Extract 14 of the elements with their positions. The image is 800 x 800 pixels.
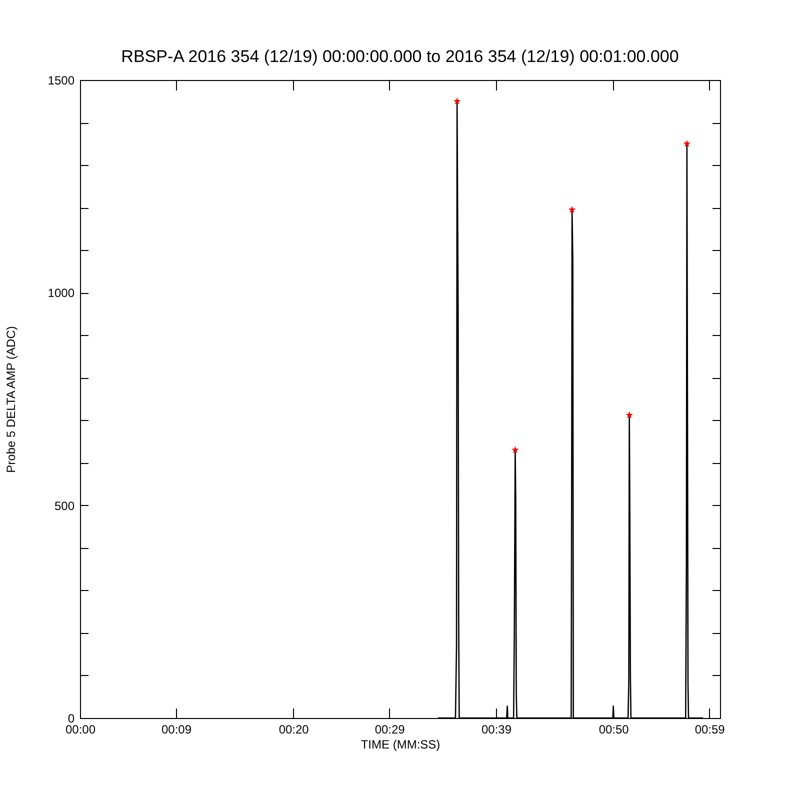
y-axis-title: Probe 5 DELTA AMP (ADC) bbox=[4, 326, 18, 473]
x-tick-label: 00:09 bbox=[161, 722, 192, 736]
y-tick-label: 0 bbox=[68, 712, 75, 726]
x-tick-label: 00:00 bbox=[65, 722, 96, 736]
x-tick-label: 00:50 bbox=[598, 722, 630, 736]
x-axis-title: TIME (MM:SS) bbox=[360, 738, 440, 752]
x-tick-label: 00:29 bbox=[374, 722, 406, 736]
x-tick-label: 00:20 bbox=[278, 722, 310, 736]
x-tick-label: 00:59 bbox=[694, 722, 726, 736]
y-tick-label: 500 bbox=[54, 498, 75, 513]
x-tick-label: 00:39 bbox=[481, 722, 512, 736]
chart-title: RBSP-A 2016 354 (12/19) 00:00:00.000 to 2016 354 (12/19) 00:01:00.000 bbox=[121, 47, 679, 66]
y-tick-label: 1000 bbox=[48, 286, 75, 300]
y-tick-label: 1500 bbox=[48, 74, 75, 88]
